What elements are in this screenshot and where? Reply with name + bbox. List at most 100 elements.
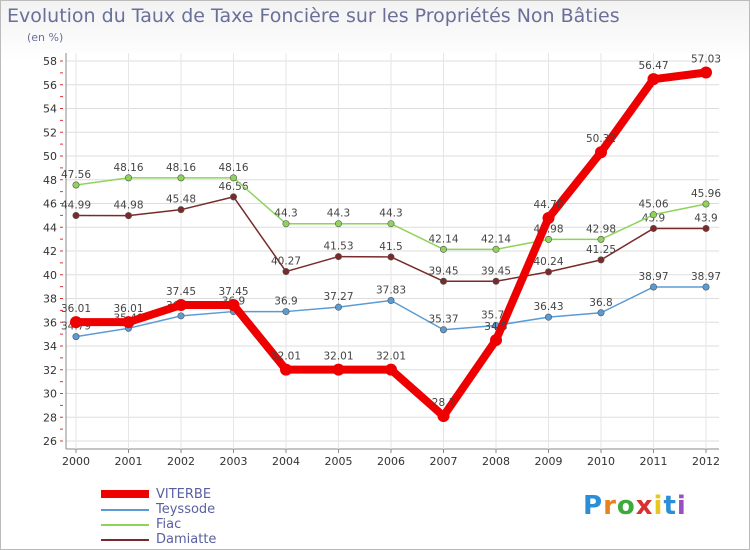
data-label-fiac: 47.56 (61, 169, 91, 181)
data-point-teyssode (72, 333, 80, 341)
y-tick-label: 34 (43, 340, 57, 353)
data-point-fiac (702, 200, 710, 208)
proxiti-logo: Proxiti (583, 491, 687, 521)
data-point-viterbe (70, 316, 82, 329)
data-label-teyssode: 36.8 (589, 297, 612, 309)
data-point-teyssode (649, 283, 657, 291)
logo-letter: r (603, 491, 617, 521)
data-label-viterbe: 57.03 (691, 54, 721, 66)
data-label-viterbe: 37.45 (166, 286, 196, 298)
x-tick-label: 2001 (115, 455, 143, 468)
data-label-teyssode: 38.97 (691, 271, 721, 283)
y-tick-label: 26 (43, 435, 57, 448)
x-tick-label: 2008 (482, 455, 510, 468)
data-label-fiac: 48.16 (166, 162, 196, 174)
logo-letter: t (663, 491, 677, 521)
chart-title: Evolution du Taux de Taxe Foncière sur l… (7, 5, 620, 27)
data-point-damiatte (177, 206, 185, 214)
data-point-fiac (439, 245, 447, 253)
data-label-damiatte: 44.98 (113, 200, 143, 212)
x-tick-label: 2007 (430, 455, 458, 468)
y-tick-label: 30 (43, 388, 57, 401)
legend-swatch-viterbe (101, 490, 149, 498)
data-point-fiac (387, 220, 395, 228)
data-point-viterbe (122, 316, 135, 329)
data-label-fiac: 48.16 (113, 162, 143, 174)
data-point-damiatte (439, 277, 447, 285)
data-label-damiatte: 44.99 (61, 199, 91, 211)
legend-swatch-fiac (101, 524, 149, 526)
logo-letter: i (676, 491, 687, 521)
data-point-damiatte (72, 211, 80, 219)
y-tick-label: 48 (43, 174, 57, 187)
data-label-viterbe: 32.01 (323, 351, 353, 363)
x-tick-label: 2002 (167, 455, 195, 468)
data-point-damiatte (649, 224, 657, 232)
data-point-teyssode (177, 312, 185, 320)
y-tick-label: 50 (43, 150, 57, 163)
x-tick-label: 2010 (587, 455, 615, 468)
data-point-teyssode (702, 283, 710, 291)
data-point-damiatte (282, 268, 290, 276)
x-tick-label: 2011 (640, 455, 668, 468)
data-point-fiac (125, 174, 133, 182)
data-point-fiac (230, 174, 238, 182)
legend-swatch-damiatte (101, 539, 149, 541)
y-tick-label: 38 (43, 293, 57, 306)
data-label-damiatte: 41.53 (323, 241, 353, 253)
data-point-viterbe (280, 363, 292, 376)
data-label-fiac: 42.14 (481, 233, 511, 245)
data-point-viterbe (332, 363, 345, 376)
data-label-viterbe: 34.5 (484, 321, 507, 333)
data-label-viterbe: 36.01 (61, 303, 91, 315)
data-label-fiac: 45.06 (638, 199, 668, 211)
data-point-viterbe (647, 73, 660, 86)
data-point-teyssode (282, 308, 290, 316)
data-label-damiatte: 41.5 (379, 241, 402, 253)
data-point-viterbe (175, 299, 187, 312)
y-tick-label: 36 (43, 316, 57, 329)
data-point-fiac (544, 235, 552, 243)
data-point-damiatte (387, 253, 395, 261)
data-point-damiatte (702, 224, 710, 232)
data-label-viterbe: 44.78 (533, 199, 563, 211)
data-label-viterbe: 32.01 (376, 351, 406, 363)
data-point-fiac (649, 211, 657, 219)
data-point-teyssode (439, 326, 447, 334)
x-tick-label: 2009 (535, 455, 563, 468)
data-label-damiatte: 41.25 (586, 244, 616, 256)
data-point-fiac (177, 174, 185, 182)
data-label-damiatte: 45.48 (166, 194, 196, 206)
x-tick-label: 2000 (62, 455, 90, 468)
data-label-teyssode: 36.43 (533, 301, 563, 313)
y-tick-label: 32 (43, 364, 57, 377)
legend-label-teyssode: Teyssode (156, 502, 216, 517)
data-point-fiac (72, 181, 80, 189)
legend-label-fiac: Fiac (156, 517, 182, 532)
data-point-fiac (492, 245, 500, 253)
data-label-viterbe: 56.47 (638, 60, 668, 72)
x-tick-label: 2006 (377, 455, 405, 468)
logo-letter: i (653, 491, 664, 521)
data-label-damiatte: 40.27 (271, 256, 301, 268)
data-label-teyssode: 35.37 (428, 314, 458, 326)
data-point-teyssode (544, 313, 552, 321)
data-point-damiatte (492, 277, 500, 285)
data-label-teyssode: 38.97 (638, 271, 668, 283)
legend-label-viterbe: VITERBE (156, 487, 212, 502)
data-point-viterbe (437, 410, 450, 423)
data-point-viterbe (490, 334, 502, 347)
data-label-fiac: 42.98 (586, 223, 616, 235)
x-tick-label: 2003 (220, 455, 248, 468)
data-point-damiatte (597, 256, 605, 264)
data-point-viterbe (385, 363, 397, 376)
x-tick-label: 2004 (272, 455, 300, 468)
data-label-fiac: 45.96 (691, 188, 721, 200)
y-tick-label: 52 (43, 126, 57, 139)
data-label-damiatte: 40.24 (533, 256, 563, 268)
data-label-damiatte: 39.45 (428, 265, 458, 277)
data-label-viterbe: 50.32 (586, 133, 616, 145)
data-label-fiac: 44.3 (327, 208, 350, 220)
data-point-damiatte (334, 253, 342, 261)
